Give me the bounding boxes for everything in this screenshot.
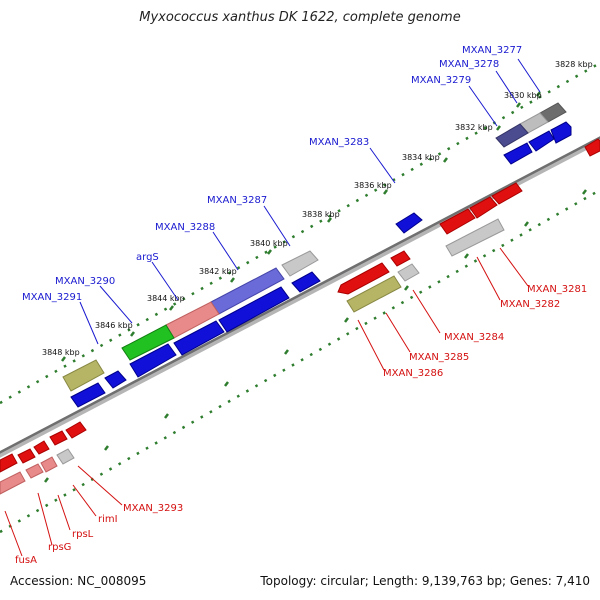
gene-mxan-3282[interactable] — [445, 218, 505, 257]
gene-block[interactable] — [70, 382, 106, 408]
gene-mxan-3287-bar[interactable] — [281, 250, 319, 277]
tick-label: 3844 kbp — [147, 294, 185, 303]
tick-label: 3834 kbp — [402, 153, 440, 162]
gene-label-fusa: fusA — [15, 555, 37, 566]
forward-genes — [62, 102, 600, 408]
gene-block[interactable] — [218, 286, 290, 333]
reverse-genes — [0, 182, 523, 495]
gene-label-rpsl: rpsL — [72, 529, 94, 540]
top-leader-lines — [79, 58, 541, 345]
map-title: Myxococcus xanthus DK 1622, complete gen… — [139, 10, 461, 25]
gene-mxan-3290[interactable] — [121, 324, 175, 361]
gene-label-mxan-3281: MXAN_3281 — [527, 284, 587, 295]
top-gene-labels: MXAN_3277 MXAN_3278 MXAN_3279 MXAN_3283 … — [22, 45, 522, 303]
gene-label-rimi: rimI — [98, 514, 118, 525]
gene-mxan-3279[interactable] — [495, 123, 529, 148]
scale-ruler-bottom — [0, 188, 600, 534]
gene-block[interactable] — [17, 448, 36, 464]
gene-label-mxan-3286: MXAN_3286 — [383, 368, 443, 379]
tick-label: 3842 kbp — [199, 267, 237, 276]
gene-mxan-3283[interactable] — [395, 212, 423, 234]
gene-block[interactable] — [0, 453, 18, 473]
gene-label-mxan-3291: MXAN_3291 — [22, 292, 82, 303]
gene-block[interactable] — [390, 250, 411, 267]
gene-block[interactable] — [503, 142, 533, 165]
tick-label: 3846 kbp — [95, 321, 133, 330]
gene-block[interactable] — [40, 456, 58, 473]
gene-block[interactable] — [65, 421, 87, 439]
gene-block[interactable] — [0, 471, 26, 495]
tick-label: 3828 kbp — [555, 60, 593, 69]
gene-block[interactable] — [173, 320, 225, 356]
gene-label-mxan-3283: MXAN_3283 — [309, 137, 369, 148]
gene-mxan-3284[interactable] — [397, 263, 420, 282]
gene-label-mxan-3287: MXAN_3287 — [207, 195, 267, 206]
gene-block[interactable] — [491, 182, 523, 205]
gene-label-args: argS — [136, 252, 159, 263]
tick-label: 3838 kbp — [302, 210, 340, 219]
bottom-ruler-ticks — [44, 189, 587, 483]
gene-block[interactable] — [49, 430, 68, 446]
gene-label-mxan-3293: MXAN_3293 — [123, 503, 183, 514]
gene-label-mxan-3288: MXAN_3288 — [155, 222, 215, 233]
gene-block[interactable] — [56, 448, 75, 465]
tick-label: 3832 kbp — [455, 123, 493, 132]
genome-backbone-edge — [0, 136, 600, 454]
gene-mxan-3285-arrow[interactable] — [337, 262, 390, 295]
tick-label: 3830 kbp — [504, 91, 542, 100]
tick-labels: 3828 kbp 3830 kbp 3832 kbp 3834 kbp 3836… — [42, 60, 593, 357]
gene-label-mxan-3278: MXAN_3278 — [439, 59, 499, 70]
scale-ruler-top — [0, 61, 600, 405]
gene-mxan-3291[interactable] — [62, 359, 105, 392]
tick-label: 3836 kbp — [354, 181, 392, 190]
gene-label-mxan-3284: MXAN_3284 — [444, 332, 504, 343]
bottom-leader-lines — [4, 247, 529, 557]
gene-block[interactable] — [528, 130, 555, 152]
gene-label-mxan-3285: MXAN_3285 — [409, 352, 469, 363]
top-ruler-ticks — [61, 91, 541, 362]
gene-block[interactable] — [25, 463, 44, 479]
gene-block[interactable] — [33, 440, 50, 455]
gene-label-mxan-3290: MXAN_3290 — [55, 276, 115, 287]
gene-block[interactable] — [129, 343, 177, 378]
genome-summary-text: Topology: circular; Length: 9,139,763 bp… — [260, 574, 590, 588]
gene-block[interactable] — [469, 196, 498, 219]
gene-mxan-3286[interactable] — [346, 275, 402, 313]
gene-label-mxan-3282: MXAN_3282 — [500, 299, 560, 310]
gene-label-mxan-3277: MXAN_3277 — [462, 45, 522, 56]
accession-text: Accession: NC_008095 — [10, 574, 147, 588]
tick-label: 3848 kbp — [42, 348, 80, 357]
tick-label: 3840 kbp — [250, 239, 288, 248]
gene-mxan-3281[interactable] — [439, 208, 476, 235]
gene-block[interactable] — [584, 138, 600, 157]
bottom-gene-labels: MXAN_3281 MXAN_3282 MXAN_3284 MXAN_3285 … — [15, 284, 587, 566]
gene-label-mxan-3279: MXAN_3279 — [411, 75, 471, 86]
gene-block[interactable] — [104, 370, 127, 389]
gene-block[interactable] — [550, 121, 572, 144]
gene-block[interactable] — [291, 271, 321, 293]
gene-label-rpsg: rpsG — [48, 542, 71, 553]
